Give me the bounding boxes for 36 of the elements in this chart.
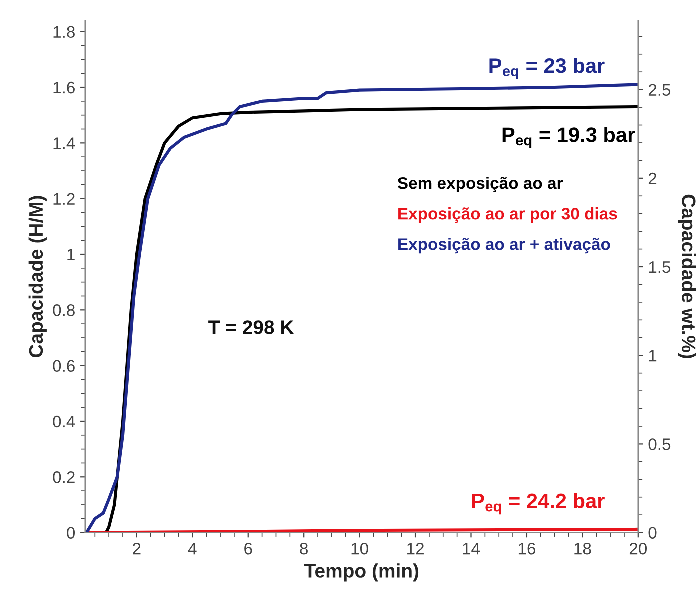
y-tick-label: 1.4 <box>54 138 76 150</box>
x-tick-label: 2 <box>133 542 141 555</box>
y-tick-label: 1 <box>68 249 75 261</box>
y2-tick-label: 1.5 <box>649 262 671 274</box>
annotation: P$_{eq}$ = 24.2 bar <box>472 493 605 515</box>
x-tick-label: 20 <box>630 542 648 555</box>
text: Exposição ao ar + ativação <box>398 238 610 254</box>
y2-tick-label: 2.5 <box>648 84 671 96</box>
y-tick-label: 0.2 <box>53 472 75 484</box>
y-tick-label: 0.4 <box>53 416 76 428</box>
x-tick-label: 16 <box>518 542 536 555</box>
x-tick-label: 18 <box>574 542 592 555</box>
x-tick-label: 12 <box>408 542 424 555</box>
y-tick-label: 0 <box>67 527 76 540</box>
x-axis-title: Tempo (min) <box>304 564 419 582</box>
x-tick-label: 10 <box>352 542 368 555</box>
text: Sem exposição ao ar <box>398 177 563 193</box>
x-tick-label: 6 <box>244 542 252 555</box>
annotation: T = 298 K <box>208 320 294 334</box>
y-tick-label: 1.8 <box>54 26 75 38</box>
x-tick-label: 4 <box>188 543 197 555</box>
text: Exposição ao ar por 30 dias <box>398 208 618 224</box>
annotation: P$_{eq}$ = 19.3 bar <box>502 127 636 148</box>
y-axis-title: Capacidade (H/M) <box>28 196 47 358</box>
y2-tick-label: 0 <box>648 527 657 540</box>
y2-tick-label: 0.5 <box>648 438 671 450</box>
y-tick-label: 0.6 <box>53 360 75 372</box>
y-tick-label: 0.8 <box>53 304 75 316</box>
y2-tick-label: 1 <box>649 350 657 362</box>
x-tick-label: 14 <box>463 543 480 555</box>
y-tick-label: 1.2 <box>54 193 75 205</box>
y2-tick-label: 2 <box>648 172 657 184</box>
annotation: P$_{eq}$ = 23 bar <box>490 58 605 80</box>
x-tick-label: 8 <box>300 542 308 555</box>
y-tick-label: 1.6 <box>54 82 75 94</box>
y2-axis-title: Capacidade wt.%) <box>678 194 696 358</box>
